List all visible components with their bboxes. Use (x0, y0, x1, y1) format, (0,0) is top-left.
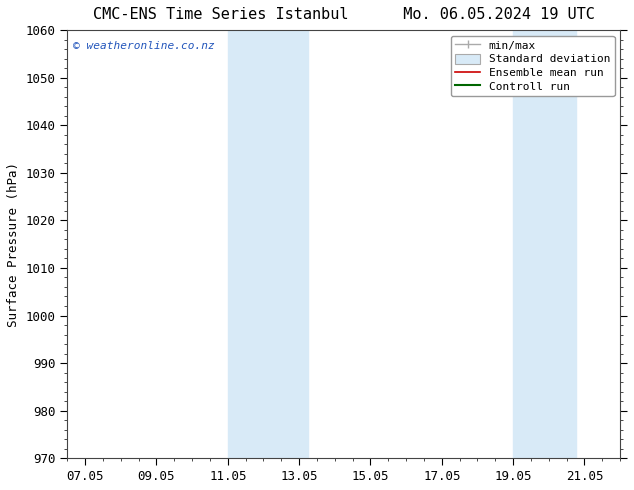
Bar (513, 30, 576, 458)
Bar (228, 30, 308, 458)
Y-axis label: Surface Pressure (hPa): Surface Pressure (hPa) (7, 162, 20, 327)
Legend: min/max, Standard deviation, Ensemble mean run, Controll run: min/max, Standard deviation, Ensemble me… (451, 36, 614, 96)
Title: CMC-ENS Time Series Istanbul      Mo. 06.05.2024 19 UTC: CMC-ENS Time Series Istanbul Mo. 06.05.2… (93, 7, 595, 22)
Text: © weatheronline.co.nz: © weatheronline.co.nz (73, 41, 214, 51)
